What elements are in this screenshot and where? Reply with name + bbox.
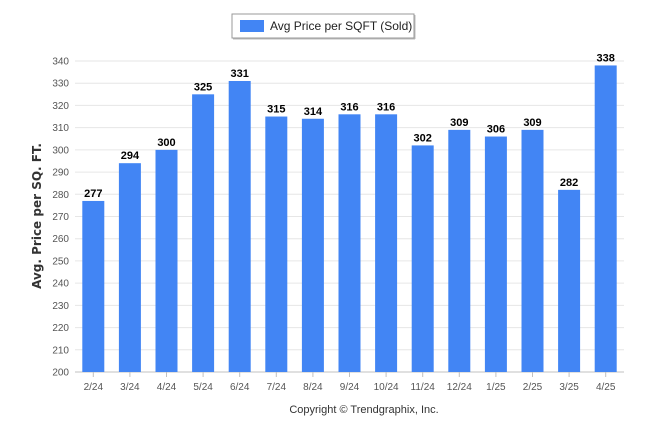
y-axis-title: Avg. Price per SQ. FT. [30,143,44,289]
data-label: 302 [414,132,432,144]
x-tick-label: 6/24 [230,382,250,393]
bar [521,129,544,372]
y-tick-label: 250 [52,256,69,267]
bar [411,145,434,372]
x-tick-label: 11/24 [411,382,436,393]
bar [301,118,324,372]
bar [192,94,215,373]
legend-label: Avg Price per SQFT (Sold) [270,19,412,33]
data-label: 314 [304,106,323,118]
y-tick-label: 230 [52,301,69,312]
data-label: 282 [560,177,578,189]
y-tick-label: 310 [52,123,69,134]
y-axis: 200 210 220 230 240 250 260 270 280 290 300 310 320 3… [52,57,69,379]
bar [375,114,398,373]
x-tick-label: 3/25 [559,382,579,393]
x-tick-label: 10/24 [374,382,399,393]
legend: Avg Price per SQFT (Sold) [231,13,416,40]
data-label: 315 [267,104,285,116]
y-tick-label: 200 [52,368,69,379]
x-tick-label: 4/24 [157,382,177,393]
data-label: 338 [597,52,615,64]
y-tick-label: 210 [52,345,69,356]
y-tick-label: 300 [52,145,69,156]
x-tick-label: 8/24 [303,382,323,393]
bar [484,136,507,372]
y-tick-label: 240 [52,279,69,290]
y-tick-label: 220 [52,323,69,334]
legend-swatch [240,20,264,32]
y-tick-label: 330 [52,79,69,90]
x-axis: 2/24 3/24 4/24 5/24 6/24 7/24 8/24 9/24 10/24 11/… [84,372,616,393]
bar [82,200,105,372]
x-tick-label: 3/24 [120,382,140,393]
data-label: 294 [121,150,140,162]
x-tick-label: 7/24 [267,382,287,393]
y-tick-label: 290 [52,168,69,179]
y-tick-label: 320 [52,101,69,112]
x-tick-label: 2/25 [523,382,543,393]
data-label: 309 [523,117,541,129]
bar [118,163,141,372]
y-tick-label: 260 [52,234,69,245]
data-label: 331 [231,68,249,80]
bar [448,129,471,372]
x-tick-label: 1/25 [486,382,506,393]
y-tick-label: 340 [52,57,69,68]
x-tick-label: 9/24 [340,382,360,393]
x-tick-label: 2/24 [84,382,104,393]
x-tick-label: 12/24 [447,382,472,393]
bar [155,149,178,372]
bar [338,114,361,373]
x-tick-label: 4/25 [596,382,616,393]
bar [594,65,617,372]
data-label: 300 [157,137,175,149]
data-label: 316 [340,101,358,113]
y-tick-label: 270 [52,212,69,223]
data-label: 309 [450,117,468,129]
bar [558,189,581,372]
x-tick-label: 5/24 [193,382,213,393]
bars: 277 294 300 325 331 315 314 316 316 302 309 306 309 2… [82,52,617,373]
data-label: 325 [194,81,212,93]
bar [265,116,288,373]
data-label: 277 [84,188,102,200]
data-label: 306 [487,124,505,136]
data-label: 316 [377,101,395,113]
y-tick-label: 280 [52,190,69,201]
bar [228,80,251,372]
copyright-text: Copyright © Trendgraphix, Inc. [289,404,438,416]
